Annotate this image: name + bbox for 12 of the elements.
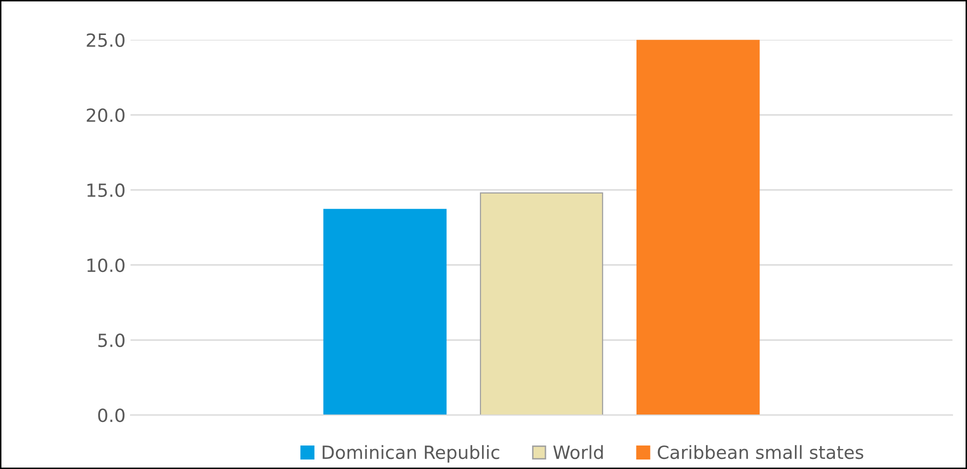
y-tick-label: 20.0	[86, 108, 124, 122]
y-tick-label: 25.0	[86, 33, 124, 47]
legend-label: World	[553, 445, 603, 460]
legend-label: Dominican Republic	[322, 445, 500, 463]
bar	[636, 40, 760, 416]
y-tick-label: 0.0	[98, 408, 124, 422]
legend-label: Caribbean small states	[658, 445, 864, 460]
y-tick-label: 5.0	[98, 333, 124, 348]
bar	[480, 192, 604, 416]
bar	[323, 208, 447, 416]
y-tick-label: 15.0	[87, 183, 124, 198]
y-tick-label: 10.0	[87, 258, 124, 272]
